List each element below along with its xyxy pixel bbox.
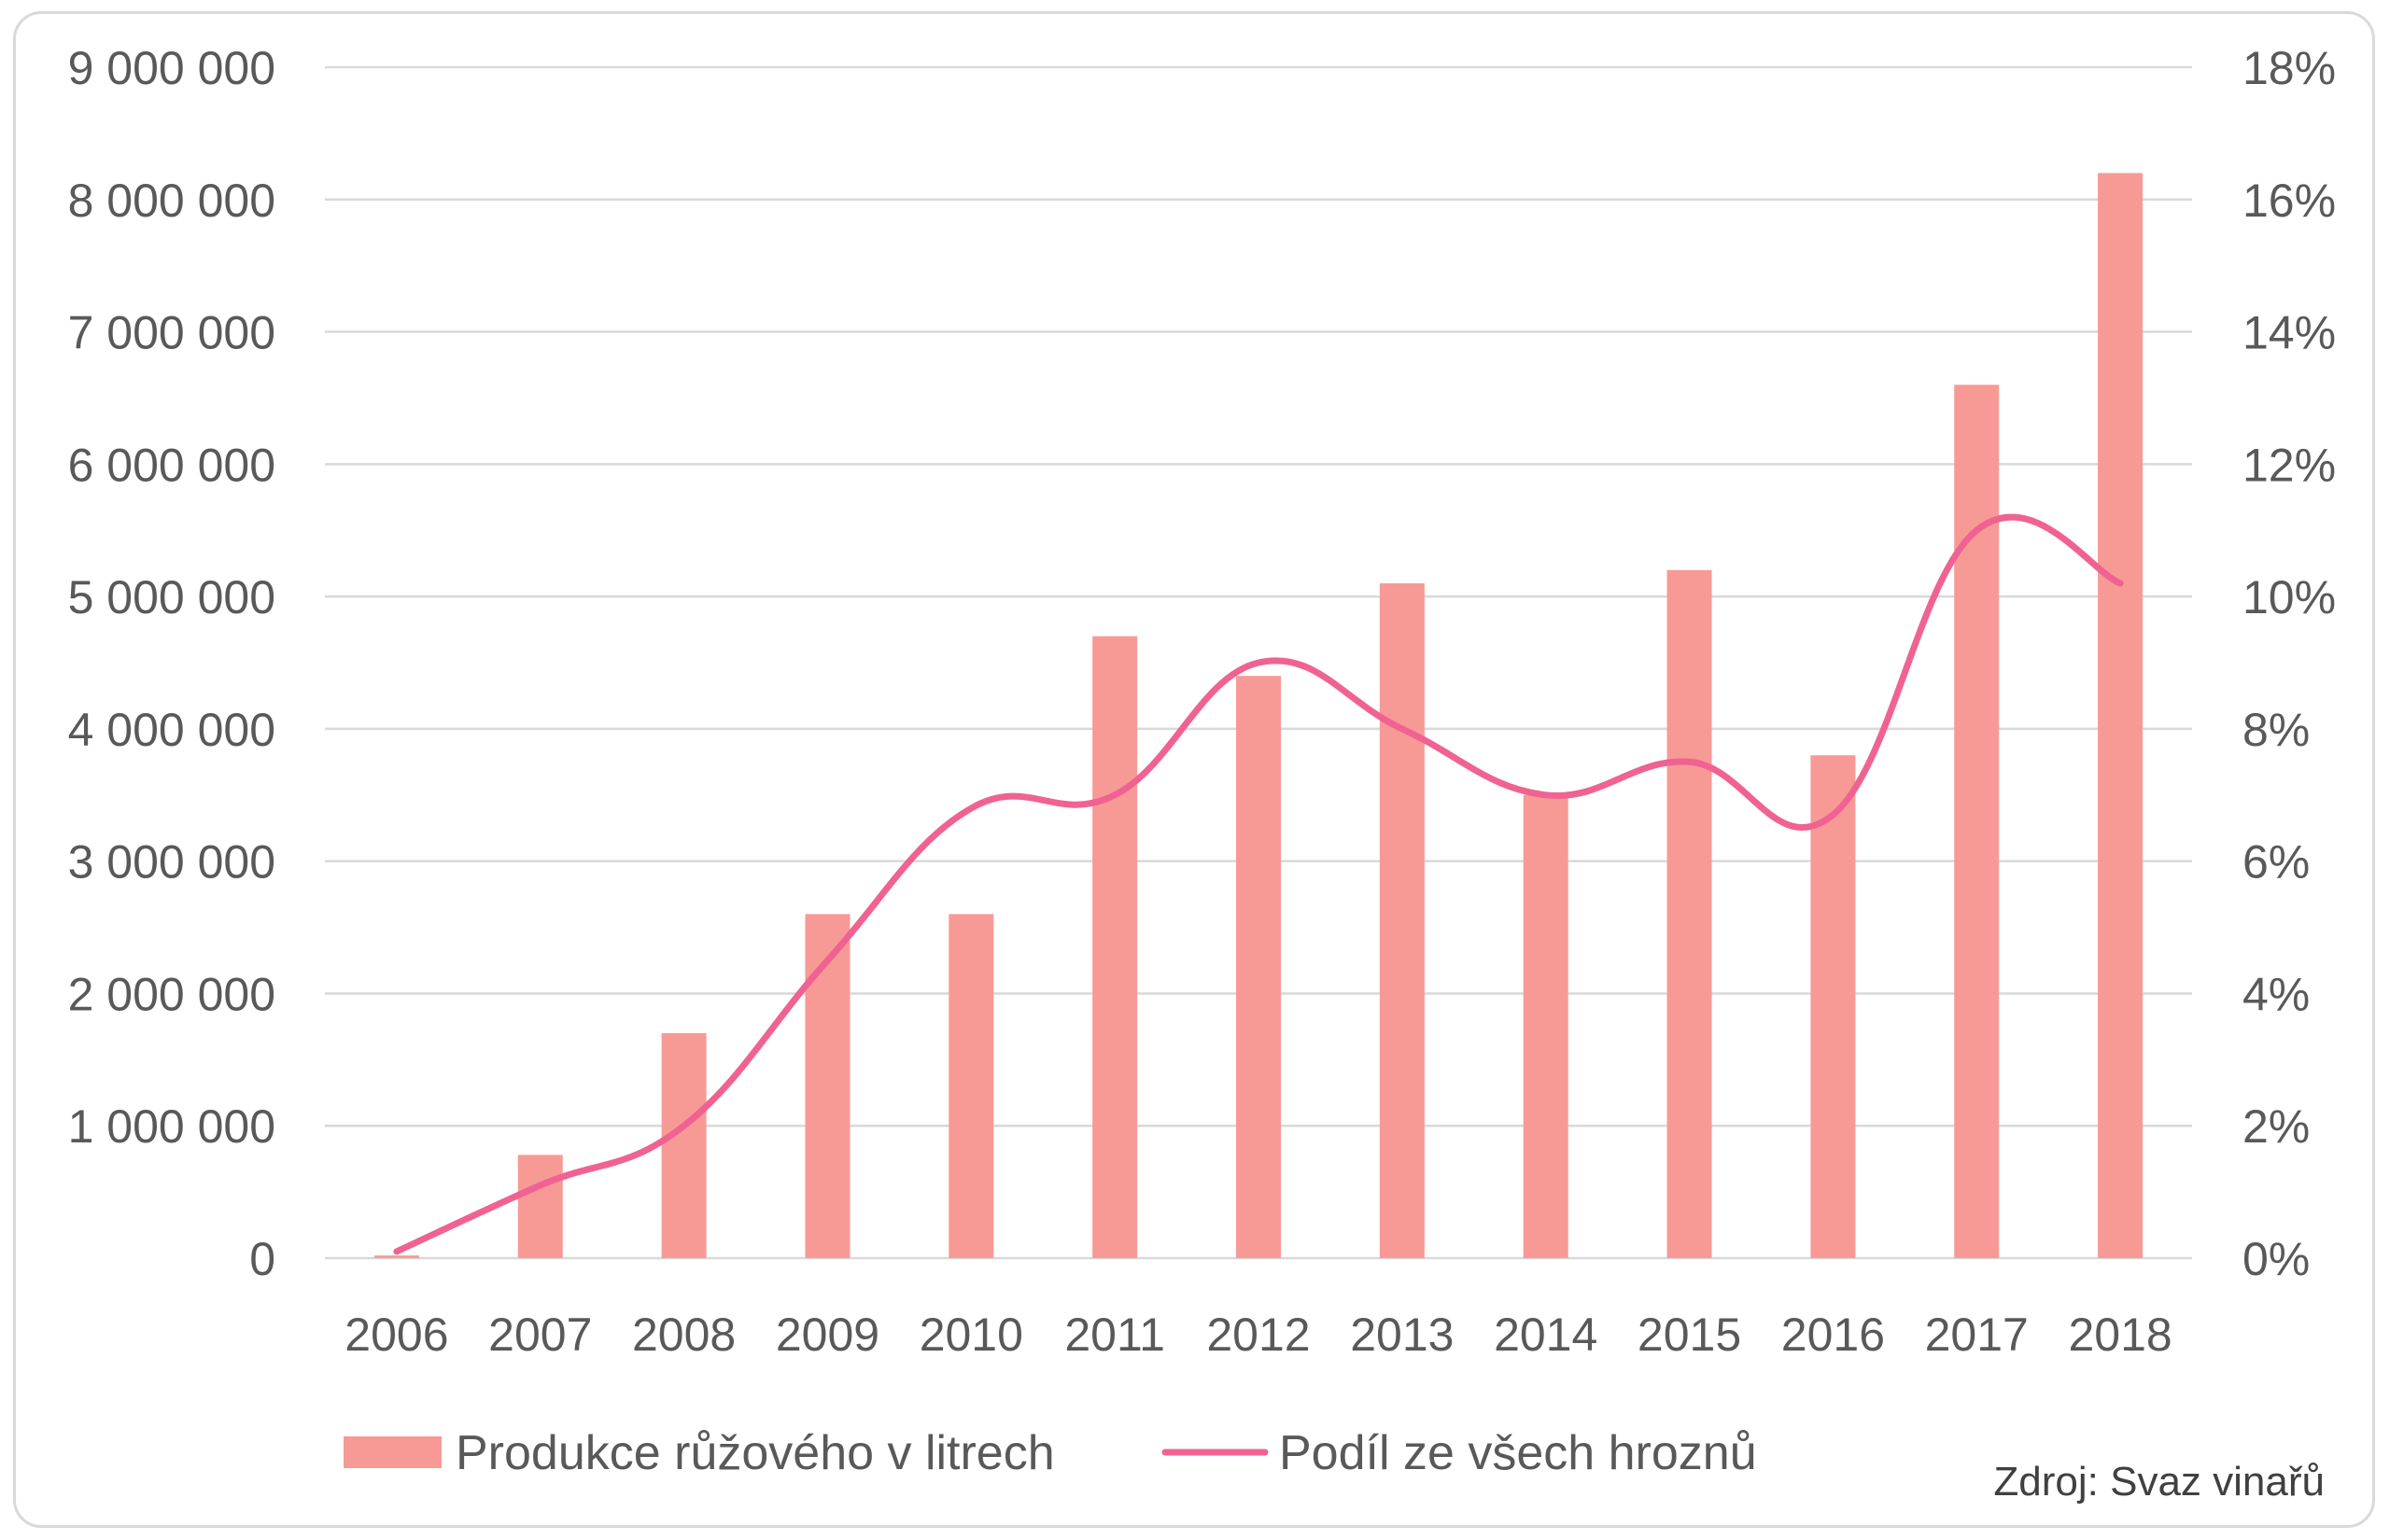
x-axis: 2006 2007 2008 2009 2010 2011 2012 2013 2014 2015… (344, 1309, 2172, 1361)
bar (517, 1155, 563, 1258)
x-tick-label: 2013 (1350, 1309, 1454, 1361)
x-tick-label: 2006 (344, 1309, 448, 1361)
y-right-tick-label: 6% (2242, 836, 2310, 889)
y-right-tick-label: 2% (2242, 1100, 2310, 1153)
y-left-tick-label: 3 000 000 (68, 836, 275, 889)
bar-series (373, 173, 2144, 1258)
bar (1379, 582, 1425, 1258)
y-axis-left: 0 1 000 000 2 000 000 3 000 000 4 000 000 5 0… (68, 42, 275, 1285)
y-left-tick-label: 8 000 000 (68, 175, 275, 227)
bar (1523, 794, 1568, 1258)
y-right-tick-label: 16% (2242, 175, 2336, 227)
y-left-tick-label: 0 (249, 1233, 275, 1285)
legend-bar-swatch (344, 1436, 442, 1468)
bar (661, 1032, 707, 1258)
bar (1810, 755, 1856, 1258)
y-right-tick-label: 4% (2242, 968, 2310, 1020)
bar (373, 1255, 419, 1258)
gridlines (325, 65, 2192, 1260)
x-tick-label: 2010 (920, 1309, 1023, 1361)
y-axis-right: 0% 2% 4% 6% 8% 10% 12% 14% 16% 18% (2242, 42, 2336, 1285)
y-right-tick-label: 18% (2242, 42, 2336, 94)
bar (2098, 173, 2144, 1258)
share-line (393, 513, 2124, 1255)
y-left-tick-label: 6 000 000 (68, 439, 275, 491)
bar (1666, 569, 1712, 1258)
y-right-tick-label: 8% (2242, 704, 2310, 756)
x-tick-label: 2015 (1638, 1309, 1741, 1361)
x-tick-label: 2012 (1206, 1309, 1310, 1361)
x-tick-label: 2008 (632, 1309, 736, 1361)
legend: Produkce růžového v litrech Podíl ze vše… (344, 1426, 1757, 1480)
x-tick-label: 2014 (1494, 1309, 1597, 1361)
y-right-tick-label: 12% (2242, 439, 2336, 491)
bar (1236, 676, 1281, 1258)
y-left-tick-label: 4 000 000 (68, 704, 275, 756)
y-left-tick-label: 5 000 000 (68, 571, 275, 623)
y-left-tick-label: 9 000 000 (68, 42, 275, 94)
x-tick-label: 2017 (1925, 1309, 2029, 1361)
legend-bar-label: Produkce růžového v litrech (456, 1426, 1055, 1480)
y-right-tick-label: 10% (2242, 571, 2336, 623)
y-left-tick-label: 7 000 000 (68, 307, 275, 359)
bar (805, 914, 851, 1258)
x-tick-label: 2016 (1781, 1309, 1885, 1361)
bar (1954, 385, 2000, 1258)
legend-line-label: Podíl ze všech hroznů (1279, 1426, 1757, 1480)
bar (949, 914, 994, 1258)
x-tick-label: 2011 (1064, 1309, 1165, 1361)
x-tick-label: 2007 (488, 1309, 592, 1361)
x-tick-label: 2009 (776, 1309, 879, 1361)
y-right-tick-label: 0% (2242, 1233, 2310, 1285)
bar (1092, 636, 1138, 1258)
y-left-tick-label: 1 000 000 (68, 1100, 275, 1153)
y-right-tick-label: 14% (2242, 307, 2336, 359)
x-tick-label: 2018 (2068, 1309, 2172, 1361)
source-note: Zdroj: Svaz vinařů (1993, 1459, 2325, 1505)
y-left-tick-label: 2 000 000 (68, 968, 275, 1020)
